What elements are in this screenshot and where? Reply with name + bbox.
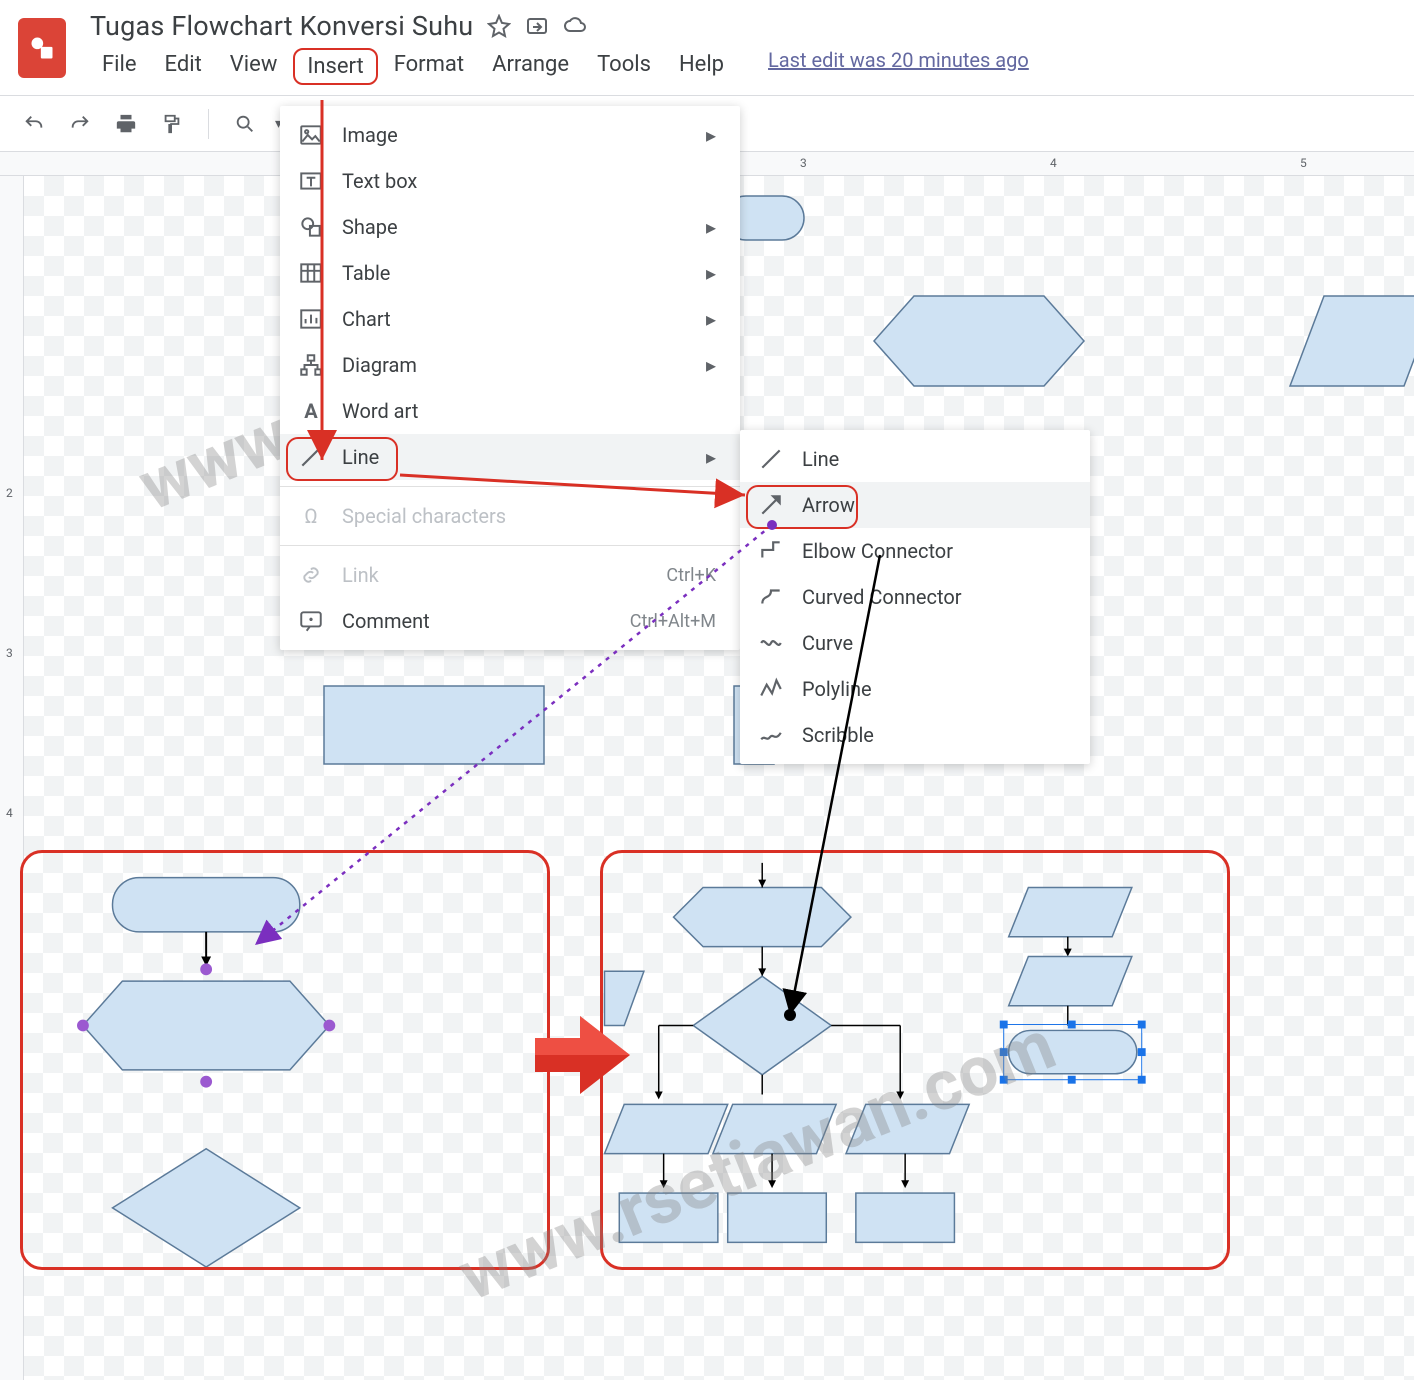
arrow-icon [758,492,784,518]
ruler-h-tick: 4 [1050,156,1057,170]
submenu-scribble-label: Scribble [802,723,874,747]
move-icon[interactable] [525,14,549,38]
insert-line[interactable]: Line ▸ [280,434,740,480]
menu-view[interactable]: View [218,48,290,85]
menu-tools[interactable]: Tools [585,48,663,85]
insert-wordart-label: Word art [342,399,418,423]
line-submenu: Line Arrow Elbow Connector Curved Connec… [740,430,1090,764]
insert-special-chars: Ω Special characters [280,493,740,539]
comment-icon [298,608,324,634]
insert-dropdown: Image ▸ Text box Shape ▸ Table ▸ Chart ▸… [280,106,740,650]
menu-edit[interactable]: Edit [153,48,214,85]
print-button[interactable] [110,108,142,140]
insert-chart-label: Chart [342,307,391,331]
drawings-logo-icon [28,34,56,62]
last-edit-link[interactable]: Last edit was 20 minutes ago [768,48,1029,85]
menu-insert[interactable]: Insert [293,48,377,85]
insert-wordart[interactable]: A Word art [280,388,740,434]
app-logo [18,18,66,78]
insert-chart[interactable]: Chart ▸ [280,296,740,342]
submenu-arrow-label: Arrow [802,493,855,517]
line-icon [298,444,324,470]
tutorial-panel-after [600,850,1230,1270]
paint-format-button[interactable] [156,108,188,140]
image-icon [298,122,324,148]
submenu-curved[interactable]: Curved Connector [740,574,1090,620]
elbow-icon [758,538,784,564]
ruler-v-tick: 2 [6,486,13,500]
insert-diagram[interactable]: Diagram ▸ [280,342,740,388]
submenu-line-label: Line [802,447,839,471]
insert-comment-label: Comment [342,609,430,633]
menu-arrange[interactable]: Arrange [480,48,581,85]
ruler-h-tick: 5 [1300,156,1307,170]
title-bar: Tugas Flowchart Konversi Suhu File Edit … [0,0,1414,85]
redo-button[interactable] [64,108,96,140]
insert-comment[interactable]: Comment Ctrl+Alt+M [280,598,740,644]
insert-textbox[interactable]: Text box [280,158,740,204]
insert-textbox-label: Text box [342,169,417,193]
insert-table[interactable]: Table ▸ [280,250,740,296]
curved-icon [758,584,784,610]
chart-icon [298,306,324,332]
link-icon [298,562,324,588]
ruler-v-tick: 4 [6,806,13,820]
canvas-shape-parallelogram[interactable] [1290,296,1414,386]
submenu-arrow-icon: ▸ [706,353,716,377]
document-title[interactable]: Tugas Flowchart Konversi Suhu [90,10,473,42]
submenu-curved-label: Curved Connector [802,585,962,609]
insert-line-label: Line [342,445,379,469]
menu-file[interactable]: File [90,48,149,85]
submenu-polyline[interactable]: Polyline [740,666,1090,712]
insert-diagram-label: Diagram [342,353,417,377]
submenu-elbow[interactable]: Elbow Connector [740,528,1090,574]
submenu-curve-label: Curve [802,631,853,655]
omega-icon: Ω [298,503,324,529]
submenu-elbow-label: Elbow Connector [802,539,953,563]
menubar: File Edit View Insert Format Arrange Too… [90,48,1396,85]
wordart-icon: A [298,398,324,424]
menu-format[interactable]: Format [382,48,476,85]
submenu-arrow-icon: ▸ [706,261,716,285]
submenu-scribble[interactable]: Scribble [740,712,1090,758]
insert-shape[interactable]: Shape ▸ [280,204,740,250]
ruler-v-tick: 3 [6,646,13,660]
insert-image[interactable]: Image ▸ [280,112,740,158]
insert-link-shortcut: Ctrl+K [666,565,716,586]
textbox-icon [298,168,324,194]
submenu-arrow-icon: ▸ [706,307,716,331]
insert-table-label: Table [342,261,390,285]
diagram-icon [298,352,324,378]
shape-icon [298,214,324,240]
table-icon [298,260,324,286]
insert-image-label: Image [342,123,398,147]
zoom-button[interactable] [229,108,261,140]
ruler-h-tick: 3 [800,156,807,170]
submenu-arrow-icon: ▸ [706,215,716,239]
curve-icon [758,630,784,656]
insert-special-chars-label: Special characters [342,504,506,528]
cloud-status-icon[interactable] [563,14,587,38]
insert-comment-shortcut: Ctrl+Alt+M [630,611,716,632]
submenu-line[interactable]: Line [740,436,1090,482]
submenu-arrow-icon: ▸ [706,445,716,469]
canvas-shape-process[interactable] [324,686,544,764]
submenu-polyline-label: Polyline [802,677,872,701]
submenu-arrow-icon: ▸ [706,123,716,147]
insert-link-label: Link [342,563,379,587]
tutorial-panel-before [20,850,550,1270]
undo-button[interactable] [18,108,50,140]
submenu-curve[interactable]: Curve [740,620,1090,666]
menu-help[interactable]: Help [667,48,736,85]
insert-shape-label: Shape [342,215,398,239]
canvas-shape-hexagon[interactable] [874,296,1084,386]
submenu-arrow[interactable]: Arrow [740,482,1090,528]
insert-link: Link Ctrl+K [280,552,740,598]
polyline-icon [758,676,784,702]
line-icon [758,446,784,472]
scribble-icon [758,722,784,748]
star-icon[interactable] [487,14,511,38]
